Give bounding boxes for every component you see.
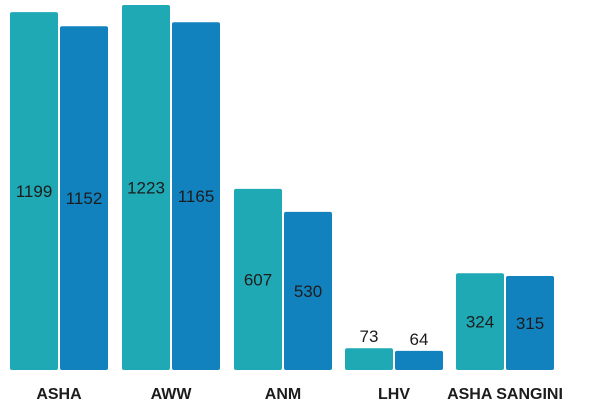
- value-label-asha-series-1: 1199: [16, 182, 53, 201]
- bar-asha-sangini-series-2: [506, 275, 554, 370]
- bars-layer: [10, 5, 554, 370]
- value-label-anm-series-1: 607: [244, 270, 272, 289]
- bar-anm-series-2: [284, 211, 332, 370]
- value-label-aww-series-2: 1165: [178, 187, 215, 206]
- bar-aww-series-1: [122, 5, 170, 370]
- bar-asha-sangini-series-1: [456, 273, 504, 370]
- bar-asha-series-2: [60, 26, 108, 370]
- bar-aww-series-2: [172, 22, 220, 370]
- bar-asha-series-1: [10, 12, 58, 370]
- value-label-lhv-series-1: 73: [360, 327, 379, 346]
- value-labels-layer: 1199 1152 1223 1165 607 530 73 64 324 315: [16, 179, 544, 349]
- category-label-asha-sangini: ASHA SANGINI: [447, 386, 563, 403]
- value-label-lhv-series-2: 64: [410, 330, 429, 349]
- value-label-anm-series-2: 530: [294, 282, 322, 301]
- category-label-anm: ANM: [265, 386, 301, 403]
- value-label-asha-series-2: 1152: [66, 189, 103, 208]
- value-label-aww-series-1: 1223: [127, 179, 165, 198]
- category-label-aww: AWW: [151, 386, 193, 403]
- bar-lhv-series-2: [395, 350, 443, 370]
- bar-anm-series-1: [234, 188, 282, 370]
- category-label-lhv: LHV: [378, 386, 410, 403]
- value-label-asha-sangini-series-1: 324: [466, 313, 494, 332]
- value-label-asha-sangini-series-2: 315: [516, 314, 544, 333]
- category-label-asha: ASHA: [36, 386, 82, 403]
- category-labels-layer: ASHA AWW ANM LHV ASHA SANGINI: [36, 386, 563, 403]
- bar-lhv-series-1: [345, 348, 393, 370]
